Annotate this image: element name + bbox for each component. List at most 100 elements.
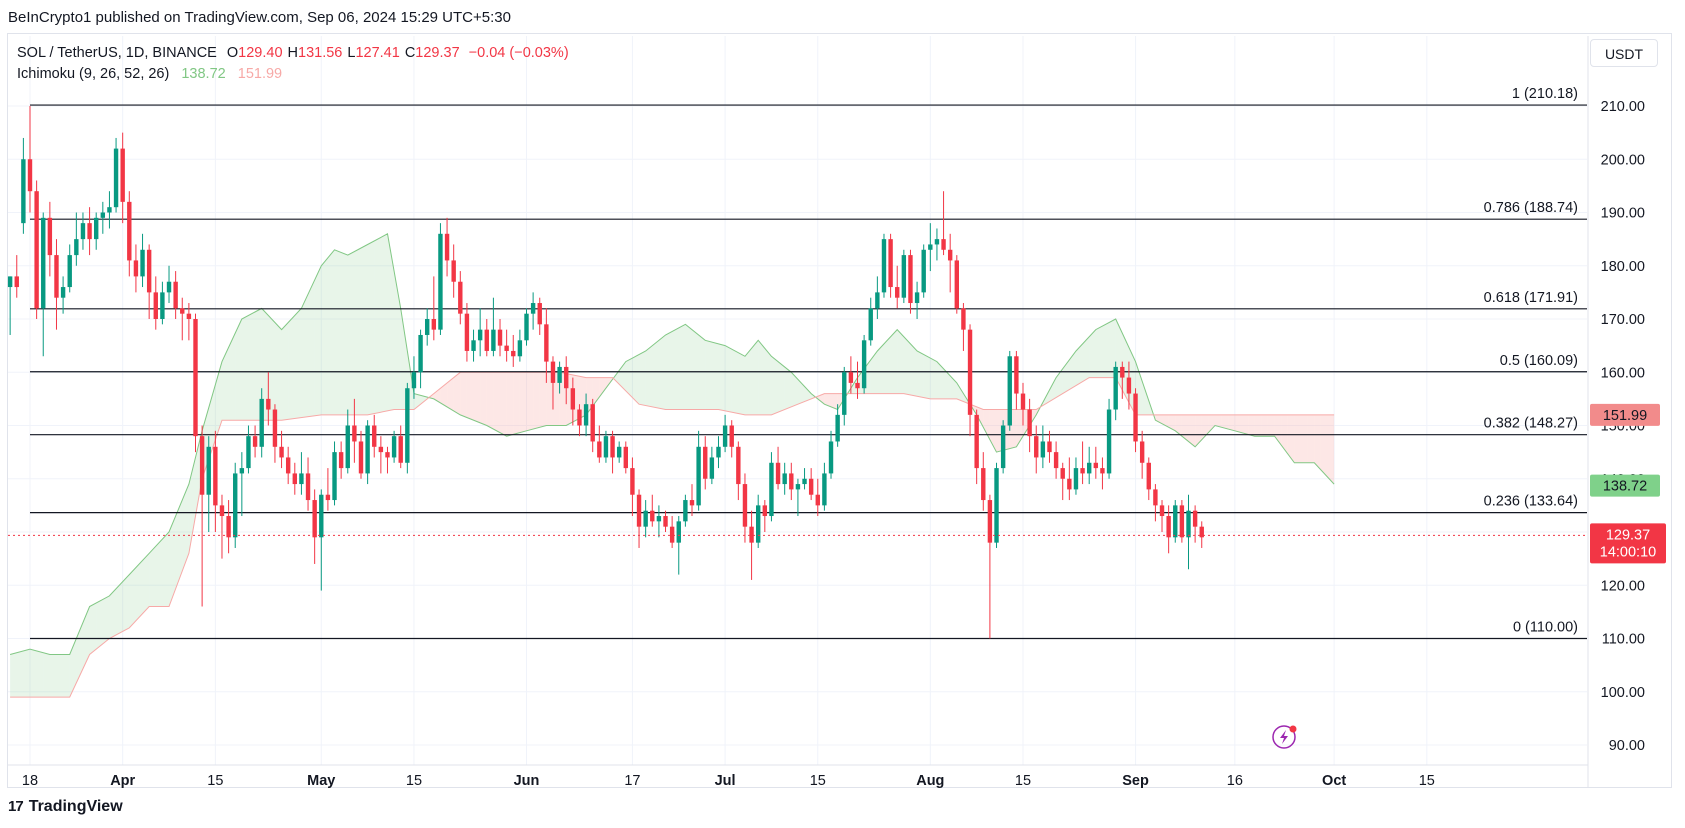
candle-body-up (524, 313, 529, 341)
cloud-segment-bearish (983, 409, 990, 440)
cloud-segment-bullish (672, 327, 679, 410)
cloud-segment-bearish (1155, 414, 1162, 424)
candle-body-down (947, 249, 953, 261)
candle-body-down (464, 313, 470, 351)
cloud-segment-bullish (175, 500, 183, 589)
time-tick-label: May (307, 773, 335, 789)
candle-body-up (643, 510, 648, 527)
price-tick-label: 180.00 (1601, 259, 1645, 275)
cloud-segment-bullish (804, 386, 812, 402)
candle-body-down (431, 319, 437, 330)
candle-body-down (358, 441, 364, 474)
cloud-segment-bearish (831, 393, 838, 410)
candle-body-up (583, 404, 589, 426)
tradingview-logo-text: TradingView (28, 798, 123, 815)
cloud-segment-bullish (1095, 326, 1103, 378)
cloud-segment-bullish (930, 358, 937, 399)
candle-body-up (491, 329, 496, 351)
cloud-segment-bearish (1274, 414, 1282, 445)
lightning-icon[interactable] (1272, 725, 1296, 749)
currency-button[interactable]: USDT (1590, 39, 1658, 67)
candle-body-up (530, 303, 536, 314)
candle-body-down (1146, 462, 1151, 490)
cloud-segment-bearish (500, 372, 507, 437)
ohlc-key-o: O (226, 45, 239, 61)
cloud-segment-bearish (989, 409, 997, 453)
cloud-segment-bearish (1016, 409, 1023, 447)
cloud-segment-bullish (738, 352, 745, 415)
fib-level-label: 0.618 (171.91) (1484, 290, 1578, 306)
cloud-segment-bullish (665, 331, 673, 410)
cloud-segment-bearish (817, 393, 825, 405)
candle-body-up (107, 207, 112, 213)
cloud-segment-bullish (877, 343, 884, 394)
cloud-segment-bearish (1294, 414, 1301, 463)
candle-body-up (140, 249, 145, 277)
cloud-segment-bullish (1076, 343, 1083, 386)
candle-body-down (689, 500, 695, 506)
cloud-segment-bearish (519, 372, 527, 433)
candle-body-up (391, 436, 397, 458)
candle-body-up (517, 340, 523, 357)
candle-body-down (590, 404, 595, 442)
cloud-segment-bullish (294, 308, 302, 419)
candle-body-up (425, 319, 430, 335)
candle-body-up (100, 212, 106, 218)
time-tick-label: Jul (715, 773, 736, 789)
cloud-segment-bullish (1069, 351, 1076, 390)
candle-body-down (14, 276, 19, 288)
cloud-segment-bearish (433, 388, 441, 403)
cloud-segment-bullish (917, 351, 924, 398)
chart-frame (7, 33, 1672, 788)
candle-body-up (875, 292, 880, 309)
chart-legend: SOL / TetherUS, 1D, BINANCE O129.40 H131.… (17, 43, 574, 85)
cloud-segment-bullish (16, 650, 24, 698)
cloud-segment-bullish (116, 581, 123, 635)
cloud-segment-bearish (546, 372, 553, 426)
candle-body-down (285, 457, 291, 474)
time-tick-label: 17 (624, 773, 640, 789)
cloud-segment-bullish (102, 595, 110, 644)
cloud-segment-bullish (347, 251, 355, 415)
candle-body-down (742, 484, 748, 527)
indicator-name[interactable]: Ichimoku (9, 26, 52, 26) (17, 66, 170, 82)
candle-body-down (1093, 462, 1099, 469)
cloud-segment-bullish (1082, 336, 1090, 382)
candlesticks (7, 106, 1204, 639)
cloud-segment-bearish (513, 372, 520, 435)
symbol-label[interactable]: SOL / TetherUS, 1D, BINANCE (17, 45, 217, 61)
cloud-segment-bullish (162, 532, 169, 607)
candle-body-up (716, 446, 721, 458)
candle-body-down (1153, 489, 1158, 506)
candle-body-down (550, 361, 556, 383)
candle-body-up (239, 468, 245, 474)
cloud-segment-bullish (36, 650, 44, 698)
cloud-segment-bullish (149, 546, 156, 607)
cloud-segment-bullish (1102, 322, 1110, 378)
time-tick-label: Apr (110, 773, 135, 789)
cloud-segment-bullish (645, 345, 653, 407)
cloud-segment-bearish (453, 372, 461, 415)
time-tick-label: 18 (22, 773, 38, 789)
candle-body-down (570, 388, 576, 410)
cloud-segment-bullish (169, 516, 176, 607)
cloud-segment-bearish (824, 393, 831, 407)
cloud-segment-bullish (632, 354, 639, 405)
fib-retracement: 1 (210.18) 0.786 (188.74) 0.618 (171.91) 0.… (30, 86, 1587, 640)
cloud-segment-bearish (976, 406, 984, 428)
candle-body-up (802, 478, 807, 485)
candle-body-down (444, 233, 450, 261)
tradingview-logo[interactable]: 17 TradingView (8, 798, 123, 816)
cloud-segment-bullish (1089, 329, 1096, 378)
candle-body-down (252, 436, 258, 447)
candle-body-up (345, 425, 350, 469)
cloud-segment-bullish (400, 308, 408, 410)
candle-body-up (418, 334, 423, 373)
time-tick-label: Aug (916, 773, 944, 789)
cloud-segment-bullish (420, 395, 428, 405)
candle-body-up (1186, 510, 1191, 538)
cloud-segment-bearish (1228, 414, 1235, 431)
candle-body-up (756, 505, 761, 543)
candle-body-down (815, 494, 820, 506)
